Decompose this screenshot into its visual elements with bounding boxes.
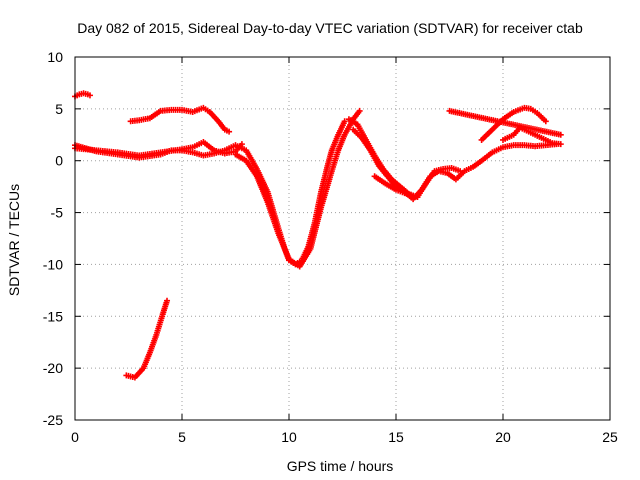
plot-frame bbox=[74, 56, 611, 421]
y-tick-label: 10 bbox=[47, 49, 63, 65]
y-tick-label: -10 bbox=[43, 256, 63, 272]
x-tick-label: 0 bbox=[71, 429, 79, 445]
y-tick-label: -5 bbox=[51, 205, 64, 221]
y-tick-label: -15 bbox=[43, 308, 63, 324]
data-point bbox=[164, 297, 171, 304]
y-tick-label: 5 bbox=[55, 101, 63, 117]
data-point bbox=[557, 141, 564, 148]
data-point bbox=[226, 128, 233, 135]
x-tick-label: 5 bbox=[178, 429, 186, 445]
data-point bbox=[542, 118, 549, 125]
data-point bbox=[557, 131, 564, 138]
data-point bbox=[356, 107, 363, 114]
data-point bbox=[414, 194, 421, 201]
x-tick-label: 15 bbox=[388, 429, 404, 445]
ticks: 0 5 10 15 20 25 10 5 0 -5 -10 -15 -20 -25 bbox=[43, 49, 618, 445]
data-points bbox=[72, 90, 564, 381]
x-tick-label: 20 bbox=[495, 429, 511, 445]
y-tick-label: 0 bbox=[55, 153, 63, 169]
y-axis-label: SDTVAR / TECUs bbox=[6, 184, 22, 296]
grid bbox=[74, 56, 611, 421]
y-tick-label: -25 bbox=[43, 412, 63, 428]
chart-title: Day 082 of 2015, Sidereal Day-to-day VTE… bbox=[77, 20, 583, 36]
x-axis-label: GPS time / hours bbox=[287, 458, 394, 474]
x-tick-label: 25 bbox=[602, 429, 618, 445]
y-tick-label: -20 bbox=[43, 360, 63, 376]
x-tick-label: 10 bbox=[281, 429, 297, 445]
data-point bbox=[341, 118, 348, 125]
data-point bbox=[86, 92, 93, 99]
